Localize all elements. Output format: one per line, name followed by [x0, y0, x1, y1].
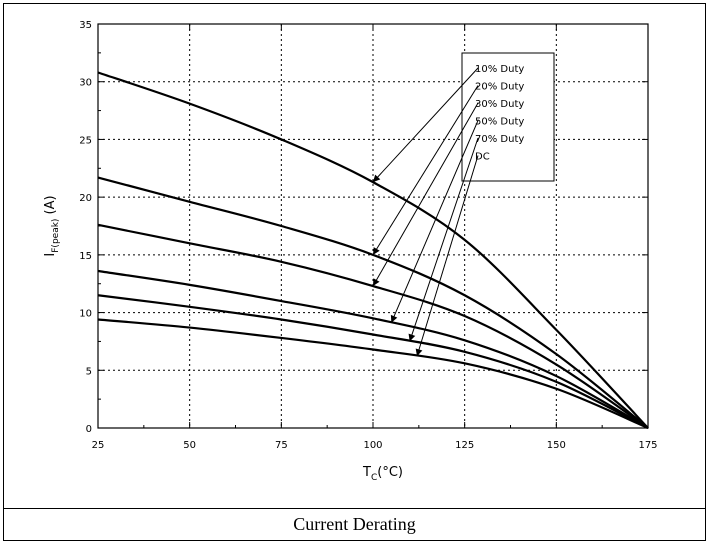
x-tick-label: 100	[363, 440, 382, 451]
chart-cell: 25 50 75 100 125 150 175 0 5 10 15 20 25 30 35 TC(°C) IF…	[4, 4, 705, 509]
table-frame: 25 50 75 100 125 150 175 0 5 10 15 20 25 30 35 TC(°C) IF…	[3, 3, 706, 541]
y-tick-label: 5	[86, 366, 92, 377]
figure-caption: Current Derating	[293, 514, 416, 534]
legend-arrowhead	[390, 314, 398, 323]
series-line	[97, 71, 649, 429]
y-tick-label: 35	[79, 20, 92, 31]
series-line	[97, 318, 649, 430]
legend-box	[461, 52, 555, 182]
legend-arrowhead	[373, 174, 381, 183]
y-tick-label: 15	[79, 251, 92, 262]
y-axis-title: IF(peak) (A)	[43, 195, 61, 256]
legend-pointer	[416, 155, 479, 357]
legend-entry: 20% Duty	[475, 82, 524, 93]
legend-pointer	[372, 102, 479, 287]
legend-entry: 10% Duty	[475, 64, 524, 75]
legend-arrowhead	[373, 247, 380, 255]
series-line	[97, 269, 649, 429]
y-tick-label: 20	[79, 193, 92, 204]
legend-pointer	[372, 67, 479, 183]
legend-pointer	[409, 137, 479, 342]
x-tick-label: 175	[638, 440, 657, 451]
y-tick-label: 25	[79, 135, 92, 146]
x-tick-label: 50	[183, 440, 196, 451]
series-line	[97, 176, 649, 429]
y-tick-label: 0	[86, 424, 92, 435]
x-tick-label: 125	[455, 440, 474, 451]
y-tick-label: 10	[79, 309, 92, 320]
legend-pointer	[372, 85, 479, 256]
y-tick-label: 30	[79, 78, 92, 89]
legend-entry: 30% Duty	[475, 99, 524, 110]
x-tick-label: 150	[547, 440, 566, 451]
legend-arrowhead	[373, 278, 380, 287]
legend-arrowhead	[408, 333, 416, 342]
x-axis-title: TC(°C)	[362, 465, 403, 483]
series-line	[97, 294, 649, 429]
legend-arrowhead	[415, 348, 423, 357]
legend-entry: DC	[475, 152, 490, 163]
x-tick-label: 75	[275, 440, 288, 451]
current-derating-chart: 25 50 75 100 125 150 175 0 5 10 15 20 25 30 35 TC(°C) IF…	[43, 20, 658, 483]
legend-entry: 50% Duty	[475, 117, 524, 128]
x-tick-label: 25	[92, 440, 105, 451]
legend-entry: 70% Duty	[475, 134, 524, 145]
legend-pointer	[390, 120, 479, 323]
